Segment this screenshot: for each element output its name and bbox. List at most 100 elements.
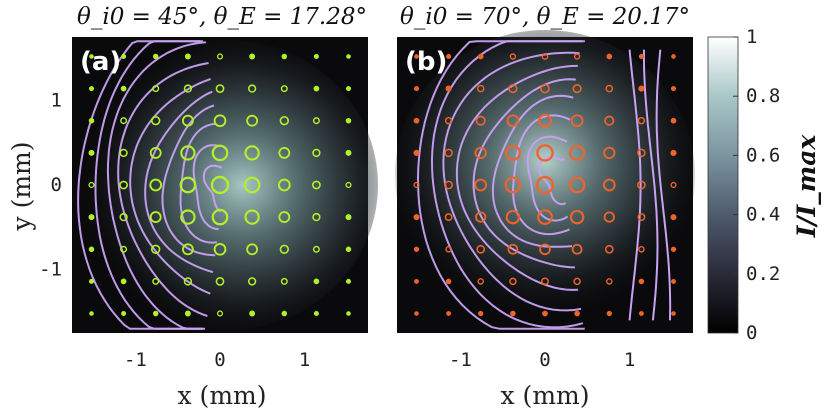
colorbar-gradient xyxy=(707,36,739,334)
panel-a-marker xyxy=(213,114,227,128)
panel-a-marker xyxy=(152,310,159,317)
panel-b-marker xyxy=(606,310,612,317)
panel-a-marker xyxy=(345,246,352,253)
panel-a-marker xyxy=(211,144,229,162)
panel-a-marker xyxy=(149,178,163,192)
panel-b-streamlines xyxy=(416,40,672,330)
panel-a-marker xyxy=(346,311,351,316)
panel-a-marker xyxy=(243,176,261,194)
panel-a-marker xyxy=(120,245,128,253)
panel-a-label: (a) xyxy=(80,47,121,77)
panel-b-xlabel: x (mm) xyxy=(501,381,590,410)
panel-a-marker xyxy=(246,114,259,127)
panel-a-marker xyxy=(180,209,196,225)
panel-a-marker xyxy=(246,243,259,256)
panel-a-marker xyxy=(281,53,288,60)
panel-a-marker xyxy=(120,117,128,125)
panel-a-marker xyxy=(313,53,319,60)
panel-a-marker xyxy=(211,208,229,226)
panel-b-marker xyxy=(536,144,554,162)
panel-b-marker xyxy=(568,176,586,194)
panel-a-marker xyxy=(213,242,227,256)
colorbar-tick-label: 0.6 xyxy=(746,144,780,166)
panel-b-streamline xyxy=(455,64,579,291)
panel-b-marker xyxy=(574,310,580,317)
panel-a-xtick: 1 xyxy=(299,349,310,371)
panel-a-xtick: -1 xyxy=(124,349,147,371)
panel-b-marker xyxy=(604,244,614,254)
panel-b-marker xyxy=(637,116,646,125)
panel-a-marker xyxy=(312,148,321,158)
panel-b-streamline xyxy=(442,51,582,312)
panel-b-streamline xyxy=(491,94,574,248)
panel-b-marker xyxy=(474,146,487,160)
colorbar-tick-label: 1 xyxy=(746,26,757,48)
panel-a-ylabel: y (mm) xyxy=(7,142,36,232)
panel-a-streamline xyxy=(202,164,223,213)
panel-a-streamline xyxy=(117,62,209,317)
panel-a-marker xyxy=(249,310,256,317)
panel-a-marker xyxy=(120,278,127,285)
panel-b-marker xyxy=(444,148,453,158)
panel-a-marker xyxy=(313,310,319,317)
panel-b-marker xyxy=(478,310,484,317)
panel-b-marker xyxy=(638,245,645,253)
panel-b-marker xyxy=(671,311,676,316)
colorbar-tick-label: 0.2 xyxy=(746,263,780,285)
panel-b-marker xyxy=(505,209,521,225)
panel-b-marker xyxy=(476,244,486,254)
panel-b-marker xyxy=(606,53,613,60)
panel-b-marker xyxy=(446,53,452,60)
panel-b-marker xyxy=(413,86,420,92)
panel-b-marker xyxy=(570,114,584,128)
panel-b-label: (b) xyxy=(405,47,447,77)
panel-b-marker xyxy=(510,310,516,317)
panel-b-marker xyxy=(670,181,677,189)
panel-b-xtick: -1 xyxy=(449,349,472,371)
panel-b-marker xyxy=(603,146,616,160)
panel-b-streamline xyxy=(628,49,642,321)
panel-a-marker xyxy=(345,278,352,284)
panel-b-marker xyxy=(413,149,420,156)
panel-b-marker xyxy=(571,243,583,255)
panel-a-marker xyxy=(88,246,95,253)
panel-a-marker xyxy=(345,117,352,124)
panel-a-marker xyxy=(279,115,290,126)
panel-a-marker xyxy=(184,53,191,60)
panel-a-ytick: 0 xyxy=(51,174,62,196)
panel-a-marker xyxy=(312,117,320,125)
panel-b-marker xyxy=(670,214,677,221)
panel-b-marker xyxy=(573,277,581,286)
panel-b-marker xyxy=(504,176,522,194)
panel-a-marker xyxy=(345,214,352,221)
panel-b-marker xyxy=(413,214,420,221)
panel-a-marker xyxy=(119,180,128,190)
panel-b-marker xyxy=(573,53,581,60)
panel-a-marker xyxy=(89,54,94,59)
panel-a-marker xyxy=(216,310,224,317)
panel-a-marker xyxy=(345,181,352,189)
panel-b-marker xyxy=(446,311,452,316)
panel-a-marker xyxy=(313,85,320,92)
panel-a-streamline xyxy=(77,40,202,330)
panel-a-marker xyxy=(312,212,321,222)
panel-b-marker xyxy=(670,246,677,252)
panel-a-marker xyxy=(280,277,288,285)
panel-b-marker xyxy=(413,246,420,252)
panel-b-marker xyxy=(444,116,453,125)
panel-a-marker xyxy=(210,175,230,195)
panel-a-marker xyxy=(119,148,128,158)
panel-b-marker xyxy=(670,149,677,156)
panel-b-marker xyxy=(638,85,645,92)
panel-a-marker xyxy=(120,85,127,92)
panel-a-marker xyxy=(277,178,291,192)
panel-b-marker xyxy=(604,115,615,126)
panel-a-xlabel: x (mm) xyxy=(178,381,267,410)
panel-b-marker xyxy=(637,180,646,190)
panel-a-marker xyxy=(181,114,194,127)
panel-a-marker xyxy=(88,278,95,284)
colorbar-tick-label: 0 xyxy=(746,322,757,344)
panel-a-marker xyxy=(152,53,159,60)
panel-b-marker xyxy=(637,148,646,158)
